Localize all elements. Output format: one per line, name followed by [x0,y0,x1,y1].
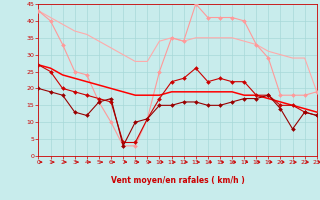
X-axis label: Vent moyen/en rafales ( km/h ): Vent moyen/en rafales ( km/h ) [111,176,244,185]
